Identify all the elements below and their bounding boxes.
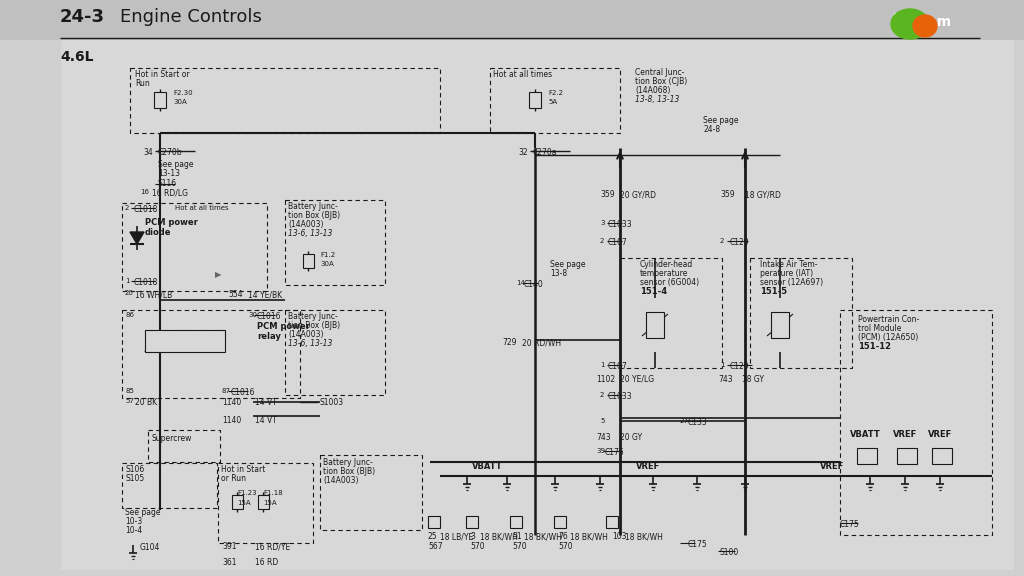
Text: VBATT: VBATT [850,430,881,439]
Text: VREF: VREF [820,462,844,471]
Text: sensor (6G004): sensor (6G004) [640,278,699,287]
Text: C107: C107 [608,362,628,371]
Text: C175: C175 [840,520,860,529]
Text: F2.30: F2.30 [173,90,193,96]
Text: (14A003): (14A003) [288,330,324,339]
Text: C1016: C1016 [257,312,282,321]
Text: 39: 39 [596,448,605,454]
Text: (14A068): (14A068) [635,86,671,95]
Text: temperature: temperature [640,269,688,278]
Text: VBATT: VBATT [472,462,503,471]
Text: PCM power: PCM power [145,218,198,227]
Text: Battery Junc-: Battery Junc- [323,458,373,467]
Text: 20 GY: 20 GY [620,433,642,442]
Bar [840,310,992,535]
Text: 20 RD/WH: 20 RD/WH [522,338,561,347]
Bar [554,516,566,528]
Text: 1: 1 [720,362,725,368]
Text: 57: 57 [125,398,134,404]
Text: 13-6, 13-13: 13-6, 13-13 [288,339,333,348]
Text: C175: C175 [605,448,625,457]
Text: Central Junc-: Central Junc- [635,68,684,77]
Text: S106: S106 [125,465,144,474]
Text: C1033: C1033 [608,392,633,401]
Bar [606,516,618,528]
Text: 743: 743 [596,433,610,442]
Bar [122,203,267,291]
Text: 13-6, 13-13: 13-6, 13-13 [288,229,333,238]
Text: 5A: 5A [548,99,557,105]
Text: See page: See page [125,508,161,517]
Text: C1018: C1018 [134,205,159,214]
Text: tion Box (BJB): tion Box (BJB) [288,321,340,330]
Text: 18 GY/RD: 18 GY/RD [745,190,781,199]
Text: 743: 743 [718,375,732,384]
Text: 1140: 1140 [222,416,242,425]
Bar [428,516,440,528]
Text: ▶: ▶ [215,270,221,279]
Text: Battery Junc-: Battery Junc- [288,312,338,321]
Text: (14A003): (14A003) [288,220,324,229]
Text: 20 YE/LG: 20 YE/LG [620,375,654,384]
Text: 103: 103 [612,532,627,541]
Text: 18 BK/WH: 18 BK/WH [524,532,562,541]
Text: 18 BK/WH: 18 BK/WH [480,532,518,541]
Text: 1: 1 [125,278,129,284]
Text: S1003: S1003 [319,398,344,407]
Text: F1.23: F1.23 [237,490,257,496]
Text: Hot in Start or: Hot in Start or [135,70,189,79]
Bar [771,312,790,338]
Text: perature (IAT): perature (IAT) [760,269,813,278]
Bar [620,258,722,368]
Text: 5: 5 [600,418,604,424]
Bar [257,495,268,509]
Text: 87: 87 [222,388,231,394]
Text: 18 BK/WH: 18 BK/WH [625,532,663,541]
Bar [897,448,918,464]
Bar [122,310,300,398]
Bar [857,448,877,464]
Text: 15A: 15A [237,500,251,506]
Bar [490,68,620,133]
Text: 391: 391 [222,542,237,551]
Ellipse shape [891,9,929,39]
Bar [529,92,541,108]
Text: C129: C129 [730,362,750,371]
Text: See page: See page [158,160,194,169]
Text: G104: G104 [140,543,161,552]
Text: 16 RD/YE: 16 RD/YE [255,542,290,551]
Text: C270b: C270b [158,148,182,157]
Bar [231,495,243,509]
Text: 20 GY/RD: 20 GY/RD [620,190,656,199]
Bar [130,68,440,133]
Text: tion Box (BJB): tion Box (BJB) [288,211,340,220]
Text: 15A: 15A [263,500,276,506]
Text: 24-3: 24-3 [60,8,105,26]
Bar [750,258,852,368]
Text: See page: See page [550,260,586,269]
Text: 18 GY: 18 GY [742,375,764,384]
Text: (14A003): (14A003) [323,476,358,485]
Text: 1: 1 [600,362,604,368]
Text: (PCM) (12A650): (PCM) (12A650) [858,333,919,342]
Text: S116: S116 [158,179,177,188]
Text: 18 LB/YE: 18 LB/YE [440,532,473,541]
Text: 16 WH/LB: 16 WH/LB [135,290,172,299]
Text: 16 RD: 16 RD [255,558,279,567]
Bar [0,0,1024,40]
Text: 151-4: 151-4 [640,287,667,296]
Text: 2: 2 [600,392,604,398]
Text: 14 VT: 14 VT [255,398,276,407]
Text: Battery Junc-: Battery Junc- [288,202,338,211]
Text: C1016: C1016 [231,388,256,397]
Text: 25: 25 [428,532,437,541]
Text: 554: 554 [228,290,243,299]
Text: 13-8, 13-13: 13-8, 13-13 [635,95,679,104]
Text: 16 RD/LG: 16 RD/LG [152,189,188,198]
Text: C140: C140 [524,280,544,289]
Text: See page: See page [703,116,738,125]
Text: C270a: C270a [534,148,557,157]
Text: 30A: 30A [319,261,334,267]
Text: 20: 20 [125,290,134,296]
